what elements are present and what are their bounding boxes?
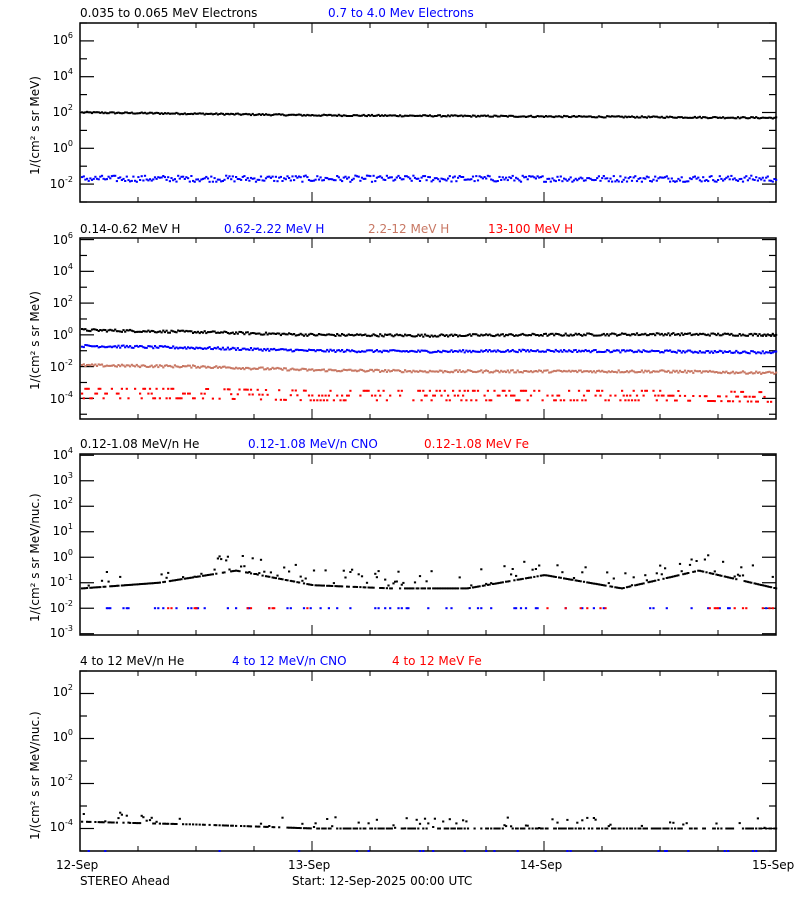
y-tick-label: 10-4 [49,390,73,406]
legend-item-he: 4 to 12 MeV/n He [80,654,185,668]
spacecraft-label: STEREO Ahead [80,874,170,888]
series-4-to-12-mev-n-cno [87,850,758,852]
y-tick-label: 100 [52,326,73,342]
y-tick-label: 10-1 [49,573,73,589]
y-tick-label: 10-2 [49,358,73,374]
y-tick-label: 106 [52,31,73,47]
series-0-12-1-08-mev-n-he [81,554,778,590]
y-tick-label: 102 [52,103,73,119]
legend-item-h4: 13-100 MeV H [488,222,574,236]
y-tick-label: 102 [52,496,73,512]
y-tick-label: 100 [52,139,73,155]
start-time-label: Start: 12-Sep-2025 00:00 UTC [292,874,473,888]
legend-item-fe: 4 to 12 MeV Fe [392,654,482,668]
x-tick-label: 13-Sep [288,858,331,872]
legend-item-low-electrons: 0.035 to 0.065 MeV Electrons [80,6,258,20]
y-tick-label: 10-3 [49,624,73,640]
y-tick-label: 102 [52,683,73,699]
legend-item-high-electrons: 0.7 to 4.0 Mev Electrons [328,6,474,20]
y-tick-label: 10-2 [49,773,73,789]
y-tick-label: 10-2 [49,175,73,191]
series-0-035-to-0-065-mev-electrons [81,110,778,120]
y-tick-label: 104 [52,67,73,83]
x-tick-label: 14-Sep [520,858,563,872]
legend-item-cno: 4 to 12 MeV/n CNO [232,654,347,668]
legend-item-h1: 0.14-0.62 MeV H [80,222,181,236]
legend-item-h3: 2.2-12 MeV H [368,222,450,236]
x-tick-label: 15-Sep [752,858,795,872]
y-tick-label: 104 [52,262,73,278]
y-tick-label: 104 [52,446,73,462]
series-2-2-12-mev-h [81,363,778,375]
y-tick-label: 103 [52,471,73,487]
legend-item-fe: 0.12-1.08 MeV Fe [424,437,529,451]
series-13-100-mev-h [81,387,773,403]
series-0-12-1-08-mev-n-cno [105,607,768,610]
y-tick-label: 106 [52,231,73,247]
x-tick-label: 12-Sep [56,858,99,872]
series-0-12-1-08-mev-fe [167,607,774,610]
series-0-7-to-4-0-mev-electrons [81,174,778,183]
legend-item-cno: 0.12-1.08 MeV/n CNO [248,437,378,451]
y-tick-label: 100 [52,548,73,564]
y-tick-label: 101 [52,522,73,538]
series-0-14-0-62-mev-h [81,328,778,338]
legend-item-he: 0.12-1.08 MeV/n He [80,437,200,451]
legend-item-h2: 0.62-2.22 MeV H [224,222,325,236]
y-tick-label: 10-2 [49,599,73,615]
y-tick-label: 100 [52,728,73,744]
series-0-62-2-22-mev-h [81,344,778,355]
y-tick-label: 10-4 [49,818,73,834]
series-4-to-12-mev-n-he [81,811,778,830]
y-tick-label: 102 [52,294,73,310]
